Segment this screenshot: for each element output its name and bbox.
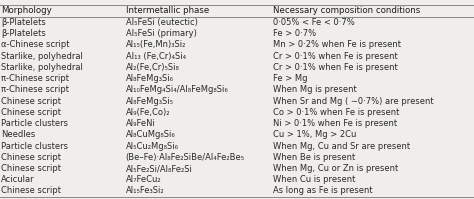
Text: When Sr and Mg ( ∼0·7%) are present: When Sr and Mg ( ∼0·7%) are present xyxy=(273,97,433,106)
Text: Al₅FeSi (primary): Al₅FeSi (primary) xyxy=(126,29,197,38)
Text: Starlike, polyhedral: Starlike, polyhedral xyxy=(1,63,83,72)
Text: Intermetallic phase: Intermetallic phase xyxy=(126,6,209,16)
Text: Particle clusters: Particle clusters xyxy=(1,141,68,151)
Text: Starlike, polyhedral: Starlike, polyhedral xyxy=(1,52,83,61)
Text: Ni > 0·1% when Fe is present: Ni > 0·1% when Fe is present xyxy=(273,119,397,128)
Text: When Cu is present: When Cu is present xyxy=(273,175,355,184)
Text: (Be–Fe)·Al₈Fe₂SiBe/Al₄Fe₂Be₅: (Be–Fe)·Al₈Fe₂SiBe/Al₄Fe₂Be₅ xyxy=(126,153,245,162)
Text: Chinese script: Chinese script xyxy=(1,153,62,162)
Text: Al₂(Fe,Cr)₅Si₈: Al₂(Fe,Cr)₅Si₈ xyxy=(126,63,180,72)
Text: As long as Fe is present: As long as Fe is present xyxy=(273,186,372,195)
Text: Co > 0·1% when Fe is present: Co > 0·1% when Fe is present xyxy=(273,108,399,117)
Text: Al₇FeCu₂: Al₇FeCu₂ xyxy=(126,175,161,184)
Text: Mn > 0·2% when Fe is present: Mn > 0·2% when Fe is present xyxy=(273,40,401,50)
Text: α-Chinese script: α-Chinese script xyxy=(1,40,70,50)
Text: Al₁₃ (Fe,Cr)₄Si₄: Al₁₃ (Fe,Cr)₄Si₄ xyxy=(126,52,186,61)
Text: Chinese script: Chinese script xyxy=(1,108,62,117)
Text: Chinese script: Chinese script xyxy=(1,186,62,195)
Text: Acicular: Acicular xyxy=(1,175,35,184)
Text: π-Chinese script: π-Chinese script xyxy=(1,74,69,83)
Text: When Mg, Cu and Sr are present: When Mg, Cu and Sr are present xyxy=(273,141,410,151)
Text: Necessary composition conditions: Necessary composition conditions xyxy=(273,6,420,16)
Text: Chinese script: Chinese script xyxy=(1,164,62,173)
Text: Al₈FeMg₃Si₅: Al₈FeMg₃Si₅ xyxy=(126,97,173,106)
Text: Al₁₅(Fe,Mn)₃Si₂: Al₁₅(Fe,Mn)₃Si₂ xyxy=(126,40,186,50)
Text: Fe > Mg: Fe > Mg xyxy=(273,74,307,83)
Text: Needles: Needles xyxy=(1,130,36,139)
Text: Cr > 0·1% when Fe is present: Cr > 0·1% when Fe is present xyxy=(273,63,397,72)
Text: Al₈FeMg₃Si₆: Al₈FeMg₃Si₆ xyxy=(126,74,173,83)
Text: Al₁₅Fe₃Si₂: Al₁₅Fe₃Si₂ xyxy=(126,186,164,195)
Text: Al₅FeSi (eutectic): Al₅FeSi (eutectic) xyxy=(126,18,198,27)
Text: Al₉(Fe,Co)₂: Al₉(Fe,Co)₂ xyxy=(126,108,170,117)
Text: Al₅Fe₂Si/Al₈Fe₂Si: Al₅Fe₂Si/Al₈Fe₂Si xyxy=(126,164,192,173)
Text: Fe > 0·7%: Fe > 0·7% xyxy=(273,29,316,38)
Text: β-Platelets: β-Platelets xyxy=(1,18,46,27)
Text: Cu > 1%, Mg > 2Cu: Cu > 1%, Mg > 2Cu xyxy=(273,130,356,139)
Text: 0·05% < Fe < 0·7%: 0·05% < Fe < 0·7% xyxy=(273,18,354,27)
Text: When Mg is present: When Mg is present xyxy=(273,85,356,94)
Text: Particle clusters: Particle clusters xyxy=(1,119,68,128)
Text: Morphology: Morphology xyxy=(1,6,52,16)
Text: When Be is present: When Be is present xyxy=(273,153,355,162)
Text: Al₈CuMg₈Si₆: Al₈CuMg₈Si₆ xyxy=(126,130,175,139)
Text: Al₉FeNi: Al₉FeNi xyxy=(126,119,155,128)
Text: Cr > 0·1% when Fe is present: Cr > 0·1% when Fe is present xyxy=(273,52,397,61)
Text: Al₁₀FeMg₄Si₄/Al₈FeMg₈Si₆: Al₁₀FeMg₄Si₄/Al₈FeMg₈Si₆ xyxy=(126,85,228,94)
Text: Al₅Cu₂Mg₈Si₆: Al₅Cu₂Mg₈Si₆ xyxy=(126,141,179,151)
Text: β-Platelets: β-Platelets xyxy=(1,29,46,38)
Text: Chinese script: Chinese script xyxy=(1,97,62,106)
Text: When Mg, Cu or Zn is present: When Mg, Cu or Zn is present xyxy=(273,164,398,173)
Text: π-Chinese script: π-Chinese script xyxy=(1,85,69,94)
